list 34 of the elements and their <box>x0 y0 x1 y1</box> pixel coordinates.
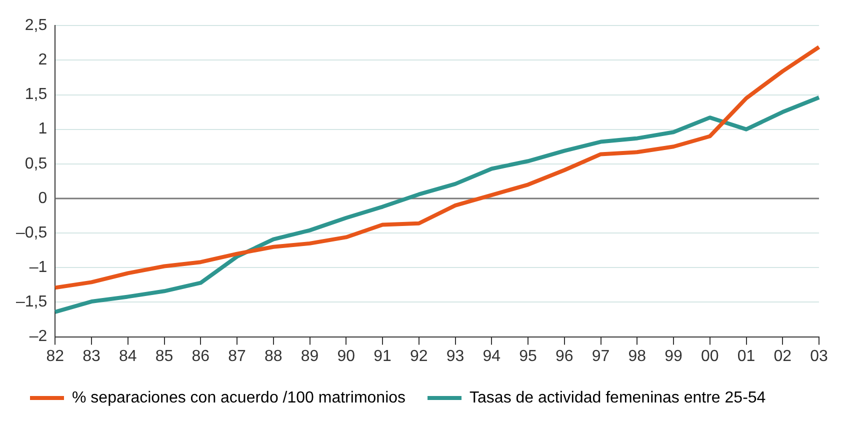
x-tick-label: 85 <box>155 348 174 365</box>
legend-label: Tasas de actividad femeninas entre 25-54 <box>470 389 766 406</box>
y-tick-label: –1,5 <box>16 294 48 311</box>
y-tick-label: –1 <box>29 259 48 276</box>
x-tick-label: 98 <box>628 348 646 365</box>
x-tick-label: 90 <box>337 348 356 365</box>
y-tick-label: –2 <box>29 328 48 346</box>
x-tick-label: 96 <box>555 348 574 365</box>
y-tick-label: 2,5 <box>24 17 48 34</box>
y-tick-label: 1 <box>38 120 48 138</box>
x-tick-label: 83 <box>82 348 101 365</box>
y-tick-label: 0,5 <box>24 155 48 172</box>
x-tick-label: 03 <box>810 348 828 365</box>
x-tick-label: 88 <box>264 348 282 365</box>
x-tick-label: 89 <box>300 348 319 365</box>
x-tick-label: 94 <box>482 348 501 365</box>
x-tick-label: 93 <box>446 348 464 365</box>
x-tick-label: 97 <box>592 348 610 365</box>
x-tick-label: 01 <box>737 348 756 365</box>
x-tick-label: 84 <box>118 348 137 365</box>
x-tick-label: 92 <box>410 348 428 365</box>
x-tick-label: 00 <box>700 348 719 365</box>
x-tick-label: 91 <box>374 348 392 365</box>
x-tick-label: 99 <box>664 348 683 365</box>
x-tick-label: 86 <box>192 348 210 365</box>
y-tick-label: 1,5 <box>24 86 48 104</box>
y-tick-label: 0 <box>38 190 48 207</box>
y-tick-label: –0,5 <box>16 224 48 242</box>
y-tick-label: 2 <box>38 52 48 69</box>
x-tick-label: 95 <box>519 348 538 365</box>
x-tick-label: 87 <box>228 348 246 365</box>
x-tick-label: 82 <box>46 348 64 365</box>
legend-label: % separaciones con acuerdo /100 matrimonios <box>72 389 406 406</box>
x-tick-label: 02 <box>774 348 792 365</box>
